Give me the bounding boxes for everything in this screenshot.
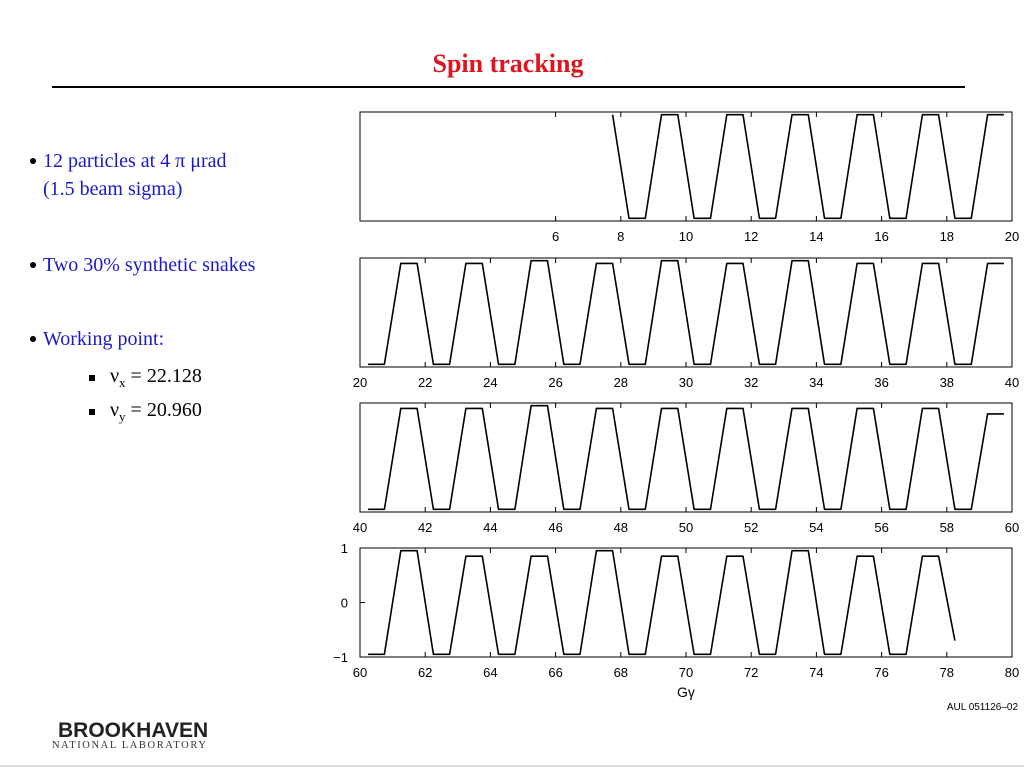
bullet-text: (1.5 beam sigma) — [43, 178, 182, 200]
x-tick-label: 62 — [418, 665, 432, 680]
bullet-text: 12 particles at 4 π μrad — [43, 150, 227, 172]
x-tick-label: 56 — [874, 520, 888, 535]
sub-bullet-square — [89, 375, 95, 381]
x-tick-label: 20 — [353, 375, 367, 390]
spin-curve — [368, 404, 1004, 511]
x-tick-label: 44 — [483, 520, 497, 535]
bullet-text: Two 30% synthetic snakes — [43, 254, 256, 276]
x-tick-label: 46 — [548, 520, 562, 535]
x-tick-label: 74 — [809, 665, 823, 680]
x-tick-label: 38 — [940, 375, 954, 390]
x-tick-label: 60 — [353, 665, 367, 680]
x-tick-label: 10 — [679, 229, 693, 244]
subscript: x — [119, 375, 126, 390]
spin-curve — [368, 259, 1004, 366]
sub-bullet-square — [89, 409, 95, 415]
x-axis-label: Gγ — [677, 684, 695, 700]
x-tick-label: 24 — [483, 375, 497, 390]
bullet-dot — [30, 262, 36, 268]
x-tick-label: 54 — [809, 520, 823, 535]
value-text: = 22.128 — [126, 365, 202, 387]
logo-subtitle: NATIONAL LABORATORY — [52, 740, 208, 751]
x-tick-label: 48 — [614, 520, 628, 535]
bullet-dot — [30, 158, 36, 164]
x-tick-label: 30 — [679, 375, 693, 390]
x-tick-label: 28 — [614, 375, 628, 390]
logo-name: BROOKHAVEN — [58, 719, 208, 742]
x-tick-label: 34 — [809, 375, 823, 390]
x-tick-label: 42 — [418, 520, 432, 535]
symbol: ν — [110, 365, 119, 387]
x-tick-label: 60 — [1005, 520, 1019, 535]
x-tick-label: 16 — [874, 229, 888, 244]
x-tick-label: 80 — [1005, 665, 1019, 680]
x-tick-label: 64 — [483, 665, 497, 680]
x-tick-label: 40 — [1005, 375, 1019, 390]
sub-bullet-text: νy = 20.960 — [110, 399, 202, 424]
x-tick-label: 50 — [679, 520, 693, 535]
x-tick-label: 14 — [809, 229, 823, 244]
slide-title: Spin tracking — [433, 49, 584, 78]
x-tick-label: 20 — [1005, 229, 1019, 244]
x-tick-label: 78 — [940, 665, 954, 680]
x-tick-label: 66 — [548, 665, 562, 680]
x-tick-label: 72 — [744, 665, 758, 680]
x-tick-label: 58 — [940, 520, 954, 535]
spin-curve — [611, 113, 1004, 220]
symbol: ν — [110, 399, 119, 421]
x-tick-label: 76 — [874, 665, 888, 680]
value-text: = 20.960 — [126, 399, 202, 421]
x-tick-label: 36 — [874, 375, 888, 390]
sub-bullet-text: νx = 22.128 — [110, 365, 202, 390]
y-tick-label: −1 — [333, 650, 348, 665]
x-tick-label: 12 — [744, 229, 758, 244]
x-tick-label: 26 — [548, 375, 562, 390]
x-tick-label: 40 — [353, 520, 367, 535]
x-tick-label: 52 — [744, 520, 758, 535]
subscript: y — [119, 409, 126, 424]
x-tick-label: 70 — [679, 665, 693, 680]
bullet-text: Working point: — [43, 328, 164, 350]
y-tick-label: 1 — [341, 541, 348, 556]
y-tick-label: 0 — [341, 596, 348, 611]
x-tick-label: 8 — [617, 229, 624, 244]
x-tick-label: 22 — [418, 375, 432, 390]
x-tick-label: 32 — [744, 375, 758, 390]
x-tick-label: 6 — [552, 229, 559, 244]
x-tick-label: 18 — [940, 229, 954, 244]
figure-id: AUL 051126–02 — [947, 702, 1019, 713]
bullet-dot — [30, 336, 36, 342]
spin-curve — [368, 549, 956, 656]
x-tick-label: 68 — [614, 665, 628, 680]
